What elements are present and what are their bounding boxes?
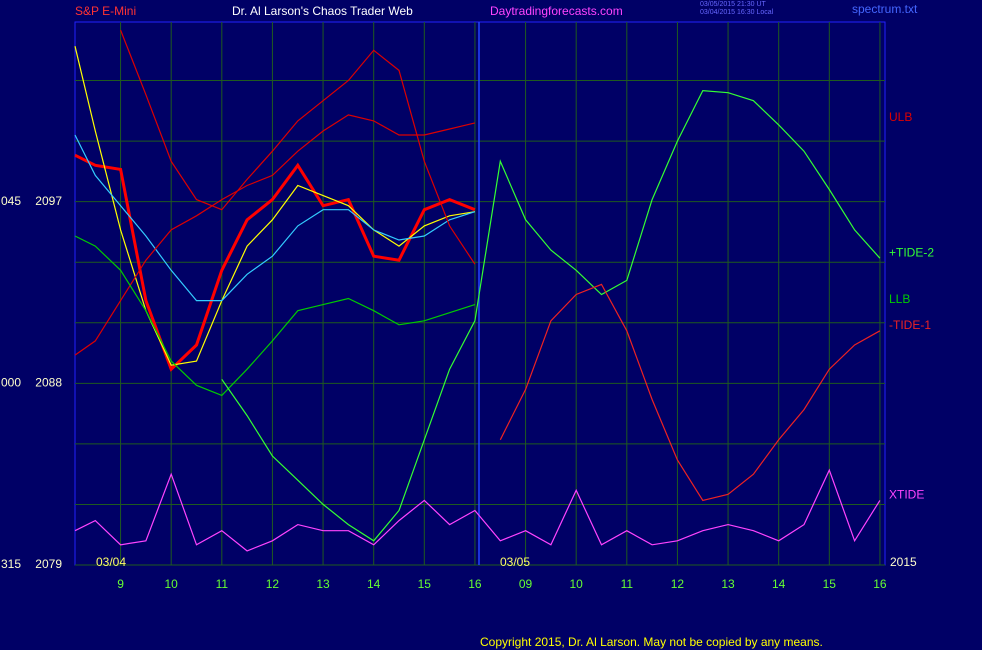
date-label: 03/05 bbox=[500, 555, 530, 569]
plot-area bbox=[74, 21, 886, 566]
x-tick-label: 10 bbox=[570, 577, 584, 591]
series-line bbox=[74, 134, 476, 302]
angle-label: 315 bbox=[1, 557, 21, 571]
series-line bbox=[120, 29, 476, 265]
file-name: spectrum.txt bbox=[852, 2, 918, 16]
angle-label: 000 bbox=[1, 375, 21, 389]
x-tick-label: 09 bbox=[519, 577, 533, 591]
x-tick-label: 16 bbox=[873, 577, 887, 591]
series-line bbox=[74, 114, 476, 356]
series-label: +TIDE-2 bbox=[889, 245, 934, 259]
x-tick-label: 16 bbox=[468, 577, 482, 591]
x-tick-label: 15 bbox=[418, 577, 432, 591]
x-tick-label: 9 bbox=[117, 577, 124, 591]
date-label: 2015 bbox=[890, 555, 917, 569]
x-tick-label: 12 bbox=[671, 577, 685, 591]
date-label: 03/04 bbox=[96, 555, 126, 569]
y-tick-label: 2079 bbox=[35, 557, 62, 571]
x-tick-label: 13 bbox=[316, 577, 330, 591]
angle-label: 045 bbox=[1, 194, 21, 208]
series-label: ULB bbox=[889, 110, 912, 124]
x-tick-label: 14 bbox=[367, 577, 381, 591]
series-line bbox=[221, 89, 881, 542]
series-label: LLB bbox=[889, 292, 910, 306]
series-label: XTIDE bbox=[889, 488, 924, 502]
x-tick-label: 11 bbox=[621, 577, 634, 591]
x-tick-label: 15 bbox=[823, 577, 837, 591]
y-tick-label: 2097 bbox=[35, 194, 62, 208]
series-line bbox=[74, 153, 476, 372]
grid bbox=[75, 22, 885, 566]
series-line bbox=[74, 235, 476, 397]
series-line bbox=[74, 46, 475, 366]
copyright: Copyright 2015, Dr. Al Larson. May not b… bbox=[480, 635, 823, 649]
lines bbox=[74, 29, 881, 552]
x-tick-label: 12 bbox=[266, 577, 280, 591]
time-local: 03/04/2015 16:30 Local bbox=[700, 9, 774, 16]
header-title: Dr. Al Larson's Chaos Trader Web bbox=[232, 4, 413, 18]
series-label: -TIDE-1 bbox=[889, 318, 931, 332]
time-ut: 03/05/2015 21:30 UT bbox=[700, 1, 766, 8]
x-tick-label: 10 bbox=[165, 577, 179, 591]
series-line bbox=[74, 468, 881, 552]
y-tick-label: 2088 bbox=[35, 375, 62, 389]
site: Daytradingforecasts.com bbox=[490, 4, 623, 18]
symbol: S&P E-Mini bbox=[75, 4, 136, 18]
x-tick-label: 13 bbox=[721, 577, 735, 591]
x-tick-label: 11 bbox=[216, 577, 229, 591]
x-tick-label: 14 bbox=[772, 577, 786, 591]
series-line bbox=[499, 283, 881, 502]
